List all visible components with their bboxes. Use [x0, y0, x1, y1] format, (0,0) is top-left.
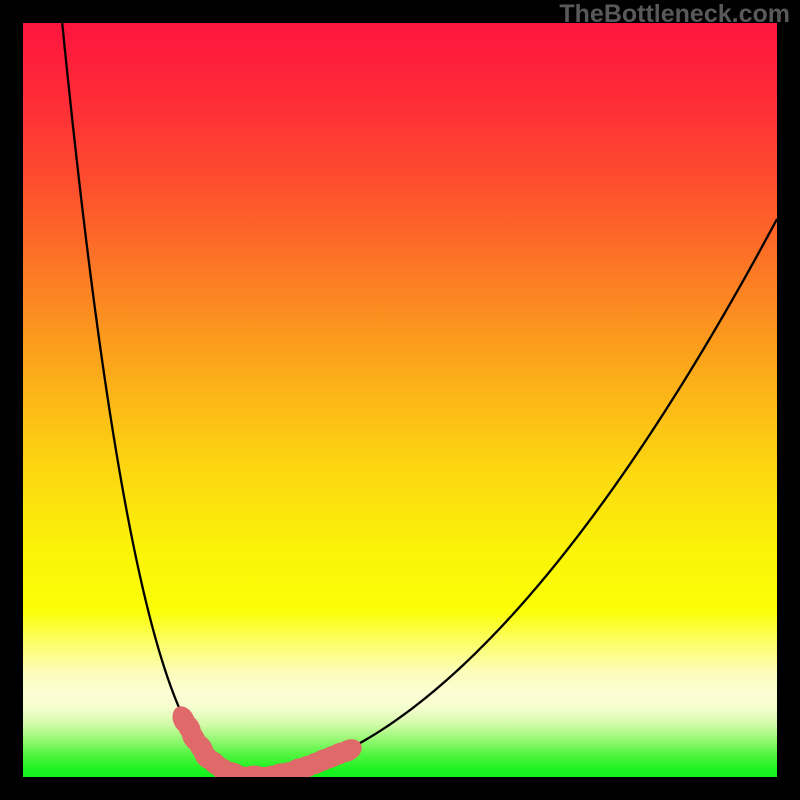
watermark-text: TheBottleneck.com: [559, 0, 790, 29]
bottleneck-chart: [23, 23, 777, 777]
gradient-background: [23, 23, 777, 777]
